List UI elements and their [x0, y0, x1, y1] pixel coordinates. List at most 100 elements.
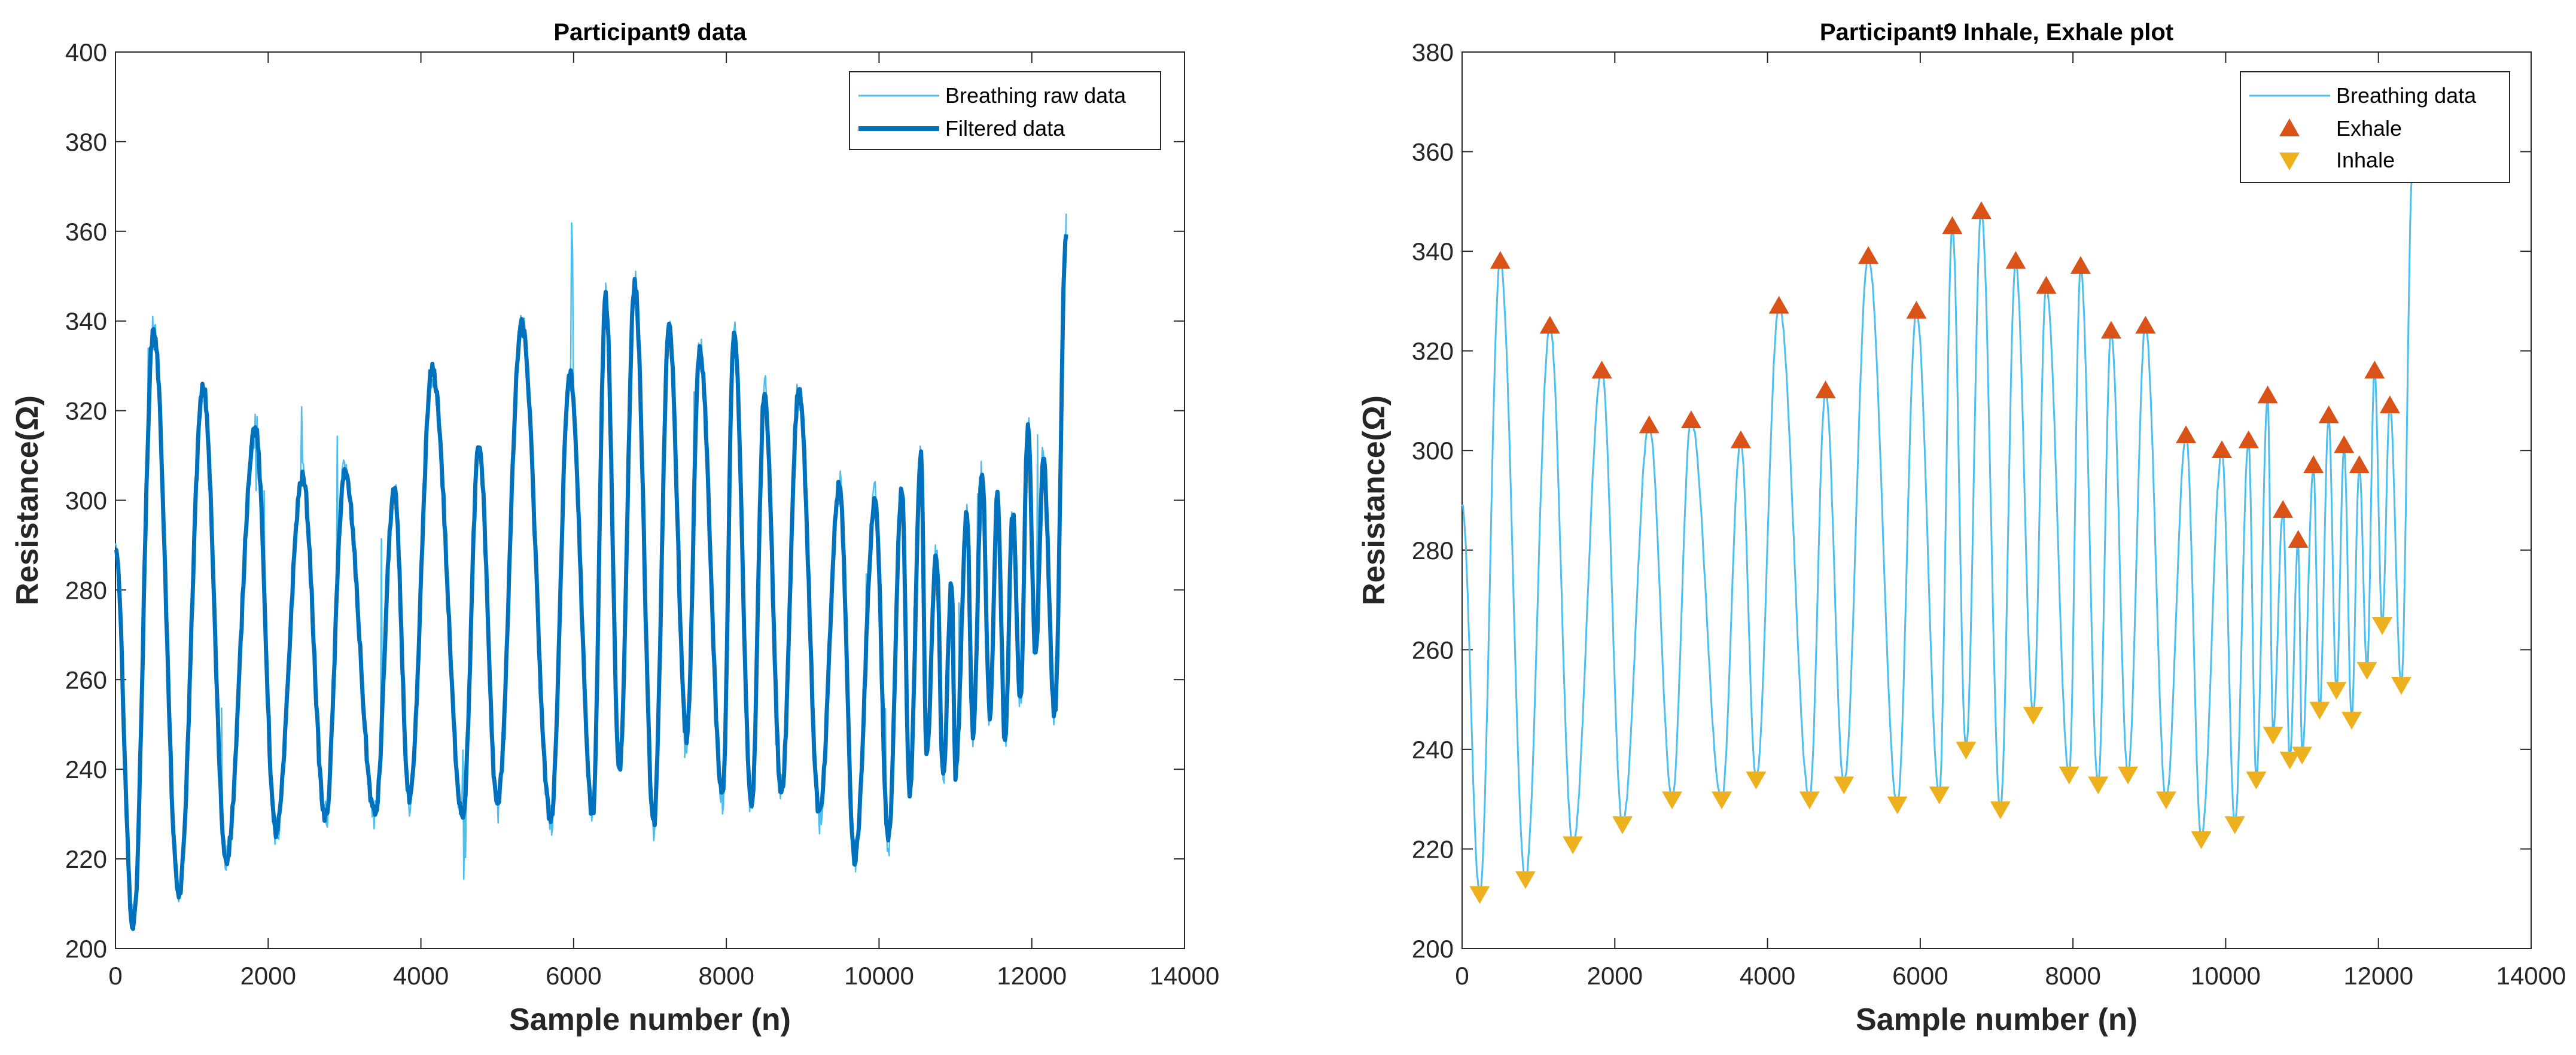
x-tick-label: 0 — [108, 962, 122, 990]
x-tick-label: 6000 — [546, 962, 601, 990]
x-tick-label: 8000 — [2045, 962, 2100, 990]
inhale-marker — [1746, 772, 1767, 789]
inhale-marker — [2191, 831, 2212, 849]
x-tick-label: 8000 — [698, 962, 754, 990]
exhale-marker — [2212, 440, 2233, 458]
exhale-marker — [1858, 246, 1879, 264]
exhale-marker — [1730, 430, 1751, 449]
inhale-marker — [2326, 682, 2347, 700]
x-tick-label: 4000 — [393, 962, 449, 990]
x-tick-label: 12000 — [2343, 962, 2413, 990]
exhale-marker — [2318, 405, 2339, 423]
exhale-marker — [2036, 276, 2057, 294]
y-tick-label: 200 — [65, 935, 107, 963]
exhale-marker — [2070, 256, 2091, 274]
exhale-marker — [1971, 201, 1992, 219]
y-tick-label: 220 — [65, 845, 107, 873]
x-tick-label: 2000 — [1587, 962, 1643, 990]
y-axis-label: Resistance(Ω) — [1357, 395, 1391, 605]
exhale-marker — [2364, 360, 2385, 379]
exhale-marker — [1942, 216, 1963, 234]
inhale-marker — [1469, 886, 1490, 904]
y-tick-label: 280 — [65, 576, 107, 604]
plot-area: 0 2000 4000 6000 8000 10000 12000 14000 200 220 24… — [65, 38, 1219, 990]
exhale-marker — [2176, 425, 2197, 443]
legend-label-filtered: Filtered data — [945, 116, 1065, 141]
inhale-marker — [2292, 746, 2313, 765]
y-tick-label: 320 — [1412, 337, 1454, 365]
breathing-data-line — [1461, 160, 2414, 897]
legend-marker-exhale — [2279, 118, 2300, 136]
exhale-marker — [2135, 316, 2156, 334]
inhale-marker — [2341, 712, 2362, 730]
legend: Breathing data Exhale Inhale — [2240, 71, 2510, 183]
inhale-marker — [1990, 801, 2011, 819]
y-tick-label: 400 — [65, 38, 107, 66]
y-tick-label: 260 — [65, 666, 107, 694]
chart-title: Participant9 Inhale, Exhale plot — [1820, 19, 2173, 45]
inhale-marker — [1929, 786, 1950, 804]
y-tick-label: 240 — [1412, 736, 1454, 764]
exhale-marker — [1906, 301, 1927, 319]
x-tick-label: 10000 — [2191, 962, 2261, 990]
exhale-marker — [1768, 295, 1789, 314]
y-tick-label: 280 — [1412, 536, 1454, 565]
inhale-marker — [1711, 791, 1732, 810]
y-tick-label: 360 — [65, 218, 107, 246]
inhale-marker — [1563, 836, 1584, 855]
x-tick-label: 14000 — [2496, 962, 2566, 990]
x-axis-label: Sample number (n) — [509, 1002, 791, 1037]
exhale-marker — [2288, 530, 2309, 548]
y-tick-label: 200 — [1412, 935, 1454, 963]
y-axis-label: Resistance(Ω) — [10, 395, 45, 605]
filtered-data-line — [114, 234, 1068, 931]
exhale-marker — [2303, 455, 2324, 473]
legend-label-inhale: Inhale — [2336, 148, 2395, 172]
inhale-marker — [2356, 661, 2377, 680]
panel-inhale-exhale: Participant9 Inhale, Exhale plot Sample … — [1357, 19, 2566, 1037]
x-tick-label: 14000 — [1150, 962, 1220, 990]
exhale-marker — [2349, 455, 2370, 473]
exhale-marker — [2379, 395, 2400, 414]
y-tick-label: 220 — [1412, 835, 1454, 863]
y-tick-label: 300 — [65, 487, 107, 515]
exhale-marker — [2238, 430, 2259, 449]
x-tick-label: 10000 — [844, 962, 914, 990]
chart-title: Participant9 data — [553, 19, 747, 45]
inhale-marker — [2023, 706, 2044, 725]
x-tick-label: 6000 — [1892, 962, 1948, 990]
exhale-marker — [1539, 316, 1560, 334]
legend-label-breathing: Breathing data — [2336, 83, 2477, 108]
axes-box — [1461, 51, 2532, 949]
legend: Breathing raw data Filtered data — [849, 71, 1161, 150]
plot-area: 0 2000 4000 6000 8000 10000 12000 14000 200 220 24… — [1412, 38, 2566, 990]
inhale-marker — [2391, 676, 2412, 695]
inhale-marker — [2155, 791, 2176, 810]
legend-label-exhale: Exhale — [2336, 116, 2402, 141]
inhale-marker — [1612, 816, 1633, 834]
inhale-marker — [2309, 702, 2330, 720]
inhale-marker — [2224, 816, 2245, 834]
y-tick-label: 380 — [1412, 38, 1454, 66]
exhale-marker — [1490, 251, 1511, 269]
y-tick-label: 320 — [65, 397, 107, 425]
exhale-marker — [1591, 360, 1612, 379]
x-axis-label: Sample number (n) — [1856, 1002, 2137, 1037]
inhale-marker — [1799, 791, 1820, 810]
exhale-marker — [2334, 435, 2355, 453]
x-tick-label: 0 — [1455, 962, 1469, 990]
exhale-marker — [2005, 251, 2026, 269]
inhale-marker — [2059, 766, 2079, 785]
inhale-marker — [2088, 776, 2109, 795]
exhale-marker — [2273, 500, 2294, 518]
inhale-marker — [2372, 617, 2393, 635]
inhale-marker — [2118, 766, 2139, 785]
exhale-marker — [2257, 385, 2278, 404]
inhale-marker — [2279, 751, 2300, 770]
y-tick-label: 380 — [65, 128, 107, 156]
inhale-marker — [2246, 772, 2267, 789]
inhale-marker — [1834, 776, 1855, 795]
y-tick-label: 340 — [65, 307, 107, 336]
